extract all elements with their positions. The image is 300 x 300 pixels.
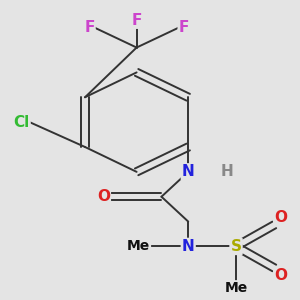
Text: O: O <box>97 189 110 204</box>
Text: O: O <box>274 268 287 283</box>
Text: N: N <box>182 164 195 179</box>
Text: O: O <box>274 210 287 225</box>
Text: S: S <box>230 239 242 254</box>
Text: H: H <box>221 164 233 179</box>
Text: Cl: Cl <box>13 115 29 130</box>
Text: Me: Me <box>224 281 248 295</box>
Text: F: F <box>84 20 94 35</box>
Text: Me: Me <box>127 239 150 254</box>
Text: N: N <box>182 239 195 254</box>
Text: F: F <box>179 20 189 35</box>
Text: F: F <box>131 13 142 28</box>
